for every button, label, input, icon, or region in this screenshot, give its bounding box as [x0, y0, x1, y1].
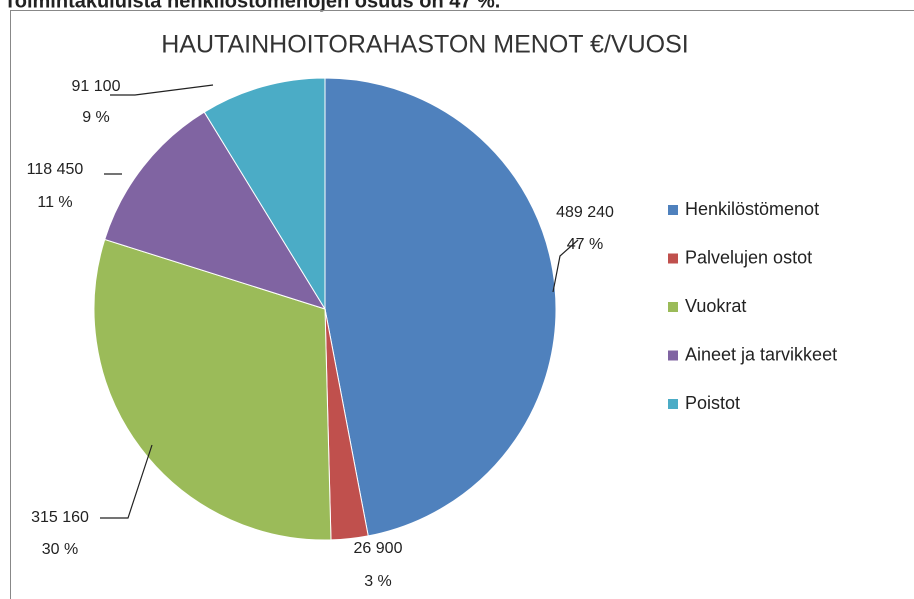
leader-line	[100, 444, 153, 519]
data-label: 489 240	[556, 204, 614, 221]
legend-label: Aineet ja tarvikkeet	[685, 344, 837, 364]
data-label: 315 160	[31, 509, 89, 526]
legend-swatch	[668, 205, 678, 215]
legend-label: Vuokrat	[685, 296, 746, 316]
legend-swatch	[668, 350, 678, 361]
leader-line	[552, 239, 579, 293]
leader-line	[110, 84, 214, 96]
legend-swatch	[668, 253, 678, 264]
chart-title: HAUTAINHOITORAHASTON MENOT €/VUOSI	[161, 31, 688, 59]
pie-slice	[203, 77, 326, 311]
percent-label: 30 %	[42, 541, 78, 558]
legend-label: Poistot	[685, 393, 740, 413]
legend-label: Henkilöstömenot	[685, 199, 819, 219]
percent-label: 47 %	[567, 236, 603, 253]
percent-label: 3 %	[364, 573, 392, 590]
pie-slice	[104, 111, 327, 310]
legend-swatch	[668, 399, 678, 409]
legend-label: Palvelujen ostot	[685, 247, 812, 267]
percent-label: 9 %	[82, 109, 110, 126]
data-label: 118 450	[27, 161, 84, 178]
pie-slice	[93, 238, 332, 541]
data-label: 26 900	[354, 540, 403, 557]
data-label: 91 100	[72, 78, 121, 95]
pie-slice	[324, 77, 557, 537]
chart-border	[10, 10, 914, 599]
legend-swatch	[668, 302, 678, 312]
caption: Toimintakuluista henkilöstömenojen osuus…	[4, 0, 500, 12]
percent-label: 11 %	[37, 194, 72, 211]
